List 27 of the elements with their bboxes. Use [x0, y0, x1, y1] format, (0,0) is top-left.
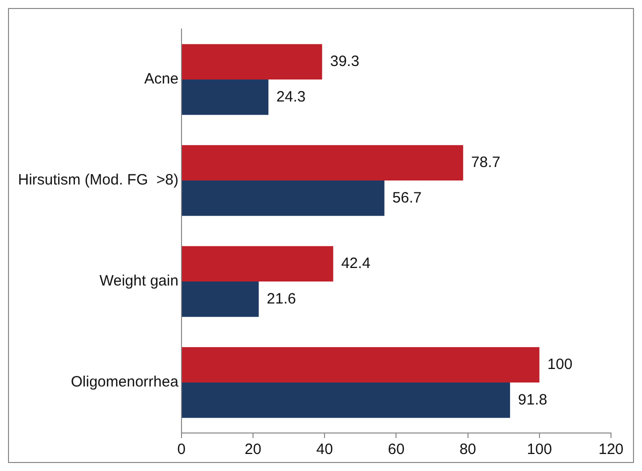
bar [182, 180, 384, 216]
bar [182, 44, 322, 80]
y-tick-label: Weight gain [99, 272, 178, 290]
data-label: 78.7 [471, 154, 500, 171]
x-tick-label: 60 [388, 441, 405, 458]
bar [182, 282, 259, 317]
bar [182, 382, 510, 418]
bar [182, 246, 334, 282]
x-tick-label: 0 [177, 441, 186, 458]
x-tick-label: 80 [459, 441, 476, 458]
bar [182, 145, 464, 180]
y-tick-label: Oligomenorrhea [70, 374, 180, 391]
data-label: 42.4 [341, 254, 370, 272]
data-label: 100 [547, 356, 572, 373]
y-tick-label: Acne [144, 70, 178, 88]
bar [182, 347, 540, 382]
x-tick-label: 100 [526, 441, 552, 458]
x-tick-label: 40 [316, 441, 333, 458]
data-label: 91.8 [518, 391, 548, 408]
x-tick-label: 20 [244, 441, 262, 458]
data-label: 56.7 [392, 189, 422, 206]
data-label: 39.3 [330, 52, 360, 70]
data-label: 24.3 [276, 88, 306, 106]
data-label: 21.6 [266, 290, 296, 308]
y-tick-label: Hirsutism (Mod. FG >8) [18, 172, 178, 189]
bar [182, 80, 268, 115]
x-tick-label: 120 [598, 441, 624, 458]
